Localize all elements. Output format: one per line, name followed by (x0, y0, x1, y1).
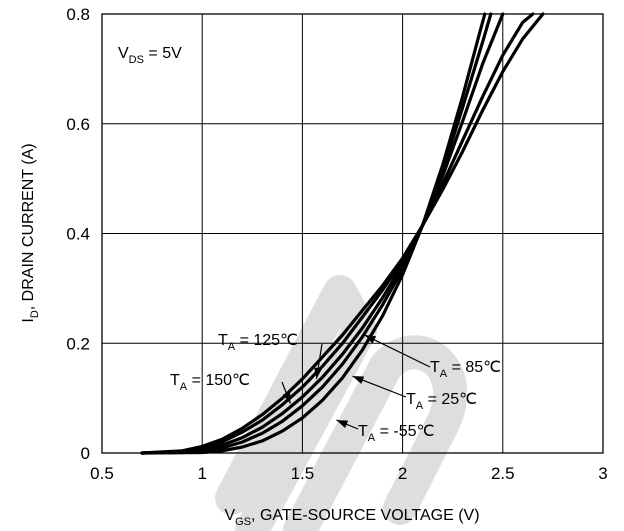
y-tick-label: 0 (81, 444, 90, 463)
x-tick-label: 3 (598, 464, 607, 483)
y-tick-label: 0.4 (66, 225, 90, 244)
y-tick-label: 0.8 (66, 5, 90, 24)
y-tick-label: 0.6 (66, 115, 90, 134)
annotation-leader (364, 334, 431, 368)
x-tick-label: 1.5 (291, 464, 315, 483)
y-tick-label: 0.2 (66, 334, 90, 353)
series-annotations: TA = 125℃ TA = 150℃ TA = 85℃ TA = 25℃ TA = -… (170, 332, 501, 444)
annotation-arrowhead (314, 367, 323, 379)
annotation-arrowhead (336, 420, 349, 428)
x-tick-label: 2.5 (491, 464, 515, 483)
watermark (215, 275, 468, 531)
series-line-1 (140, 12, 535, 455)
series-label-3: TA = 25℃ (406, 391, 477, 412)
x-tick-labels: 0.5 1 1.5 2 2.5 3 (90, 464, 608, 483)
x-tick-label: 2 (398, 464, 407, 483)
annotation-arrowhead (282, 391, 291, 404)
annotation-arrowhead (352, 376, 365, 384)
vds-condition-label: VDS = 5V (118, 45, 182, 66)
y-tick-labels: 0 0.2 0.4 0.6 0.8 (66, 5, 90, 463)
annotation-arrowhead (364, 335, 377, 344)
series-label-4: TA = -55℃ (358, 423, 434, 444)
plot-frame (101, 13, 604, 454)
series-line-3 (140, 12, 493, 455)
x-axis-label: VGS, GATE-SOURCE VOLTAGE (V) (224, 507, 479, 528)
series-label-0: TA = 150℃ (170, 372, 250, 393)
series-label-1: TA = 125℃ (218, 332, 298, 353)
x-tick-label: 0.5 (90, 464, 114, 483)
x-tick-label: 1 (197, 464, 206, 483)
y-axis-label: ID, DRAIN CURRENT (A) (20, 143, 41, 322)
series-label-2: TA = 85℃ (430, 359, 501, 380)
series-line-0 (140, 12, 545, 455)
watermark-stroke (283, 335, 468, 531)
series-line-4 (140, 12, 487, 455)
series-line-2 (140, 12, 505, 455)
series-group (140, 12, 545, 455)
watermark-stroke (215, 275, 377, 531)
